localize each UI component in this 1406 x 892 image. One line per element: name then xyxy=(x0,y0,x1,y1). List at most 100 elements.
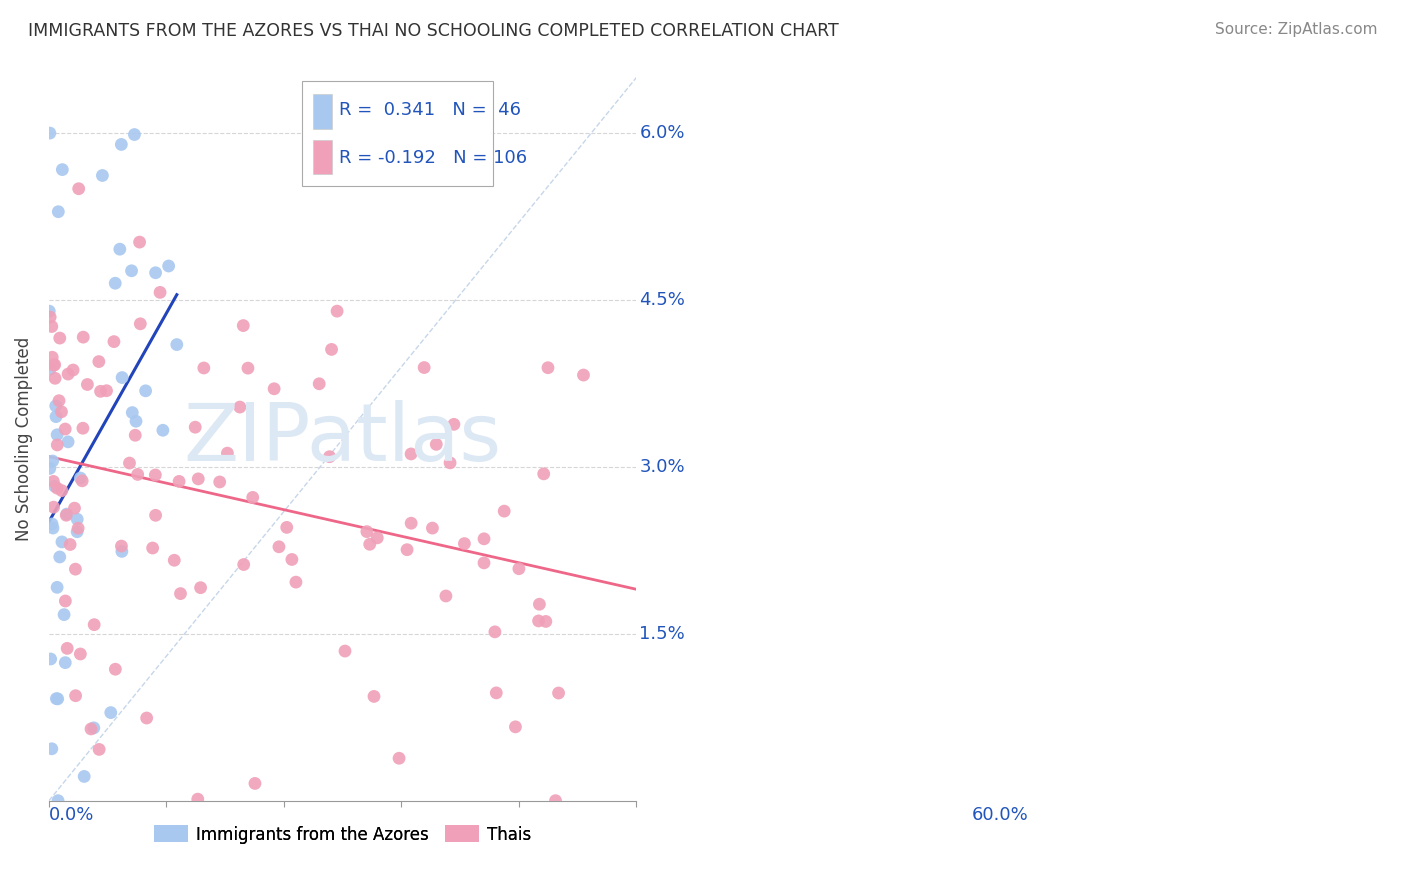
Text: R = -0.192   N = 106: R = -0.192 N = 106 xyxy=(339,149,527,167)
Point xyxy=(90,384,112,399)
Point xyxy=(53,607,76,622)
Point xyxy=(45,409,67,424)
Text: 1.5%: 1.5% xyxy=(640,624,685,643)
Point xyxy=(359,537,381,551)
Point xyxy=(72,330,94,344)
Point xyxy=(66,524,89,539)
Y-axis label: No Schooling Completed: No Schooling Completed xyxy=(15,337,32,541)
Point xyxy=(38,304,60,318)
Point xyxy=(232,558,254,572)
Point xyxy=(80,722,103,736)
Point xyxy=(121,406,143,420)
Point xyxy=(242,491,264,505)
Text: Source: ZipAtlas.com: Source: ZipAtlas.com xyxy=(1215,22,1378,37)
Bar xyxy=(314,140,332,175)
Point xyxy=(91,169,114,183)
Point xyxy=(187,792,209,806)
Point xyxy=(537,360,560,375)
Point xyxy=(121,264,143,278)
Point xyxy=(167,475,190,489)
Point xyxy=(111,544,134,558)
Point xyxy=(104,277,127,291)
Point xyxy=(100,706,122,720)
Point xyxy=(533,467,555,481)
Point xyxy=(208,475,231,489)
Point xyxy=(83,721,105,735)
Point xyxy=(505,720,527,734)
Point xyxy=(128,235,150,249)
Point xyxy=(544,794,567,808)
Point xyxy=(366,531,388,545)
Point xyxy=(439,456,461,470)
Point xyxy=(87,354,110,368)
Point xyxy=(42,475,65,489)
Point xyxy=(485,686,508,700)
Point xyxy=(42,358,65,372)
Point xyxy=(229,400,252,414)
Point xyxy=(51,483,73,498)
Point xyxy=(152,423,174,437)
Point xyxy=(135,384,157,398)
Point xyxy=(44,479,66,493)
Point xyxy=(38,461,60,475)
Point xyxy=(44,358,66,372)
Point xyxy=(55,507,77,521)
Point xyxy=(108,242,131,256)
Point xyxy=(135,711,157,725)
Point xyxy=(276,520,298,534)
Point xyxy=(508,562,530,576)
Point xyxy=(41,741,63,756)
Point xyxy=(184,420,207,434)
Point xyxy=(145,266,167,280)
Point xyxy=(42,521,65,535)
Point xyxy=(38,126,60,140)
Point xyxy=(399,447,422,461)
Point xyxy=(48,393,70,408)
Point xyxy=(142,541,165,555)
Point xyxy=(69,647,91,661)
Point xyxy=(56,367,79,381)
Point xyxy=(434,589,457,603)
Point xyxy=(48,549,70,564)
Point xyxy=(59,537,82,551)
Point xyxy=(125,414,148,428)
Point xyxy=(46,481,69,495)
Point xyxy=(529,597,551,611)
Point xyxy=(55,508,77,523)
Point xyxy=(66,512,89,526)
Text: 6.0%: 6.0% xyxy=(640,124,685,142)
Point xyxy=(42,500,65,515)
Point xyxy=(51,405,73,419)
Point xyxy=(38,362,60,376)
Point xyxy=(49,331,72,345)
Point xyxy=(149,285,172,300)
Point xyxy=(65,689,87,703)
Point xyxy=(69,471,91,485)
Point xyxy=(527,614,550,628)
Point xyxy=(547,686,569,700)
Point xyxy=(453,536,475,550)
Point xyxy=(76,377,98,392)
Point xyxy=(56,641,79,656)
Text: ZIPatlas: ZIPatlas xyxy=(184,400,502,478)
Point xyxy=(129,317,152,331)
Point xyxy=(356,524,378,539)
Point xyxy=(443,417,465,432)
Point xyxy=(110,539,132,553)
Point xyxy=(263,382,285,396)
Point xyxy=(111,370,134,384)
Point xyxy=(281,552,304,566)
Point xyxy=(169,586,191,600)
Point xyxy=(63,501,86,516)
Point xyxy=(62,363,84,377)
Point xyxy=(284,575,307,590)
Point xyxy=(413,360,436,375)
Point xyxy=(143,467,166,482)
Point xyxy=(145,508,167,523)
Point xyxy=(534,615,557,629)
Point xyxy=(53,656,76,670)
Text: 4.5%: 4.5% xyxy=(640,291,685,309)
Point xyxy=(41,319,63,334)
Point xyxy=(326,304,349,318)
FancyBboxPatch shape xyxy=(301,81,492,186)
